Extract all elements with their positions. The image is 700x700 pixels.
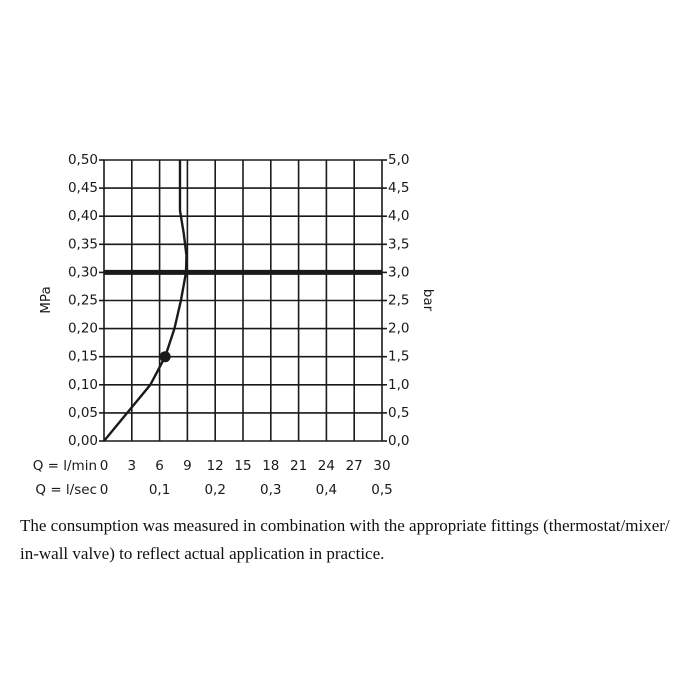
x-tick-label: 12 xyxy=(207,458,224,474)
x-tick-label: 27 xyxy=(346,458,363,474)
x-tick-label: 6 xyxy=(155,458,164,474)
marker xyxy=(159,351,171,363)
x2-axis-label: Q = l/sec xyxy=(35,482,97,498)
y-tick-label: 0,15 xyxy=(68,349,98,365)
y2-tick-label: 1,0 xyxy=(388,377,409,393)
y-tick-label: 0,25 xyxy=(68,293,98,309)
y2-tick-label: 3,5 xyxy=(388,236,409,252)
y-tick-label: 0,45 xyxy=(68,180,98,196)
x-tick-label: 0 xyxy=(100,458,109,474)
x2-tick-label: 0,2 xyxy=(204,482,225,498)
y-tick-label: 0,40 xyxy=(68,208,98,224)
y2-axis-label: bar xyxy=(420,289,436,312)
y2-tick-label: 0,5 xyxy=(388,405,409,421)
y2-tick-label: 2,5 xyxy=(388,293,409,309)
x2-tick-label: 0,1 xyxy=(149,482,170,498)
x-tick-label: 24 xyxy=(318,458,335,474)
x-axis-label: Q = l/min xyxy=(33,458,97,474)
y2-tick-label: 0,0 xyxy=(388,433,409,449)
curve xyxy=(103,160,188,442)
y-tick-label: 0,05 xyxy=(68,405,98,421)
y-tick-label: 0,35 xyxy=(68,236,98,252)
x2-tick-label: 0 xyxy=(100,482,109,498)
y2-tick-label: 5,0 xyxy=(388,152,409,168)
y-axis-label: MPa xyxy=(38,286,54,313)
y2-tick-label: 4,0 xyxy=(388,208,409,224)
y2-tick-label: 4,5 xyxy=(388,180,409,196)
y-tick-label: 0,30 xyxy=(68,264,98,280)
x-tick-label: 3 xyxy=(128,458,137,474)
y-tick-label: 0,00 xyxy=(68,433,98,449)
x2-tick-label: 0,4 xyxy=(316,482,337,498)
chart: MPa bar Q = l/min Q = l/sec 0,000,050,10… xyxy=(33,152,436,498)
y2-tick-label: 3,0 xyxy=(388,264,409,280)
x-tick-label: 21 xyxy=(290,458,307,474)
footnote-line: The consumption was measured in combinat… xyxy=(20,516,670,535)
x-tick-label: 30 xyxy=(373,458,390,474)
y-tick-label: 0,20 xyxy=(68,321,98,337)
x-tick-label: 9 xyxy=(183,458,192,474)
y-tick-label: 0,10 xyxy=(68,377,98,393)
y2-tick-label: 2,0 xyxy=(388,321,409,337)
footnote: The consumption was measured in combinat… xyxy=(20,512,695,568)
x2-tick-label: 0,5 xyxy=(371,482,392,498)
x-tick-label: 18 xyxy=(262,458,279,474)
footnote-line: in-wall valve) to reflect actual applica… xyxy=(20,544,385,563)
x2-tick-label: 0,3 xyxy=(260,482,281,498)
x-tick-label: 15 xyxy=(234,458,251,474)
y2-tick-label: 1,5 xyxy=(388,349,409,365)
y-tick-label: 0,50 xyxy=(68,152,98,168)
